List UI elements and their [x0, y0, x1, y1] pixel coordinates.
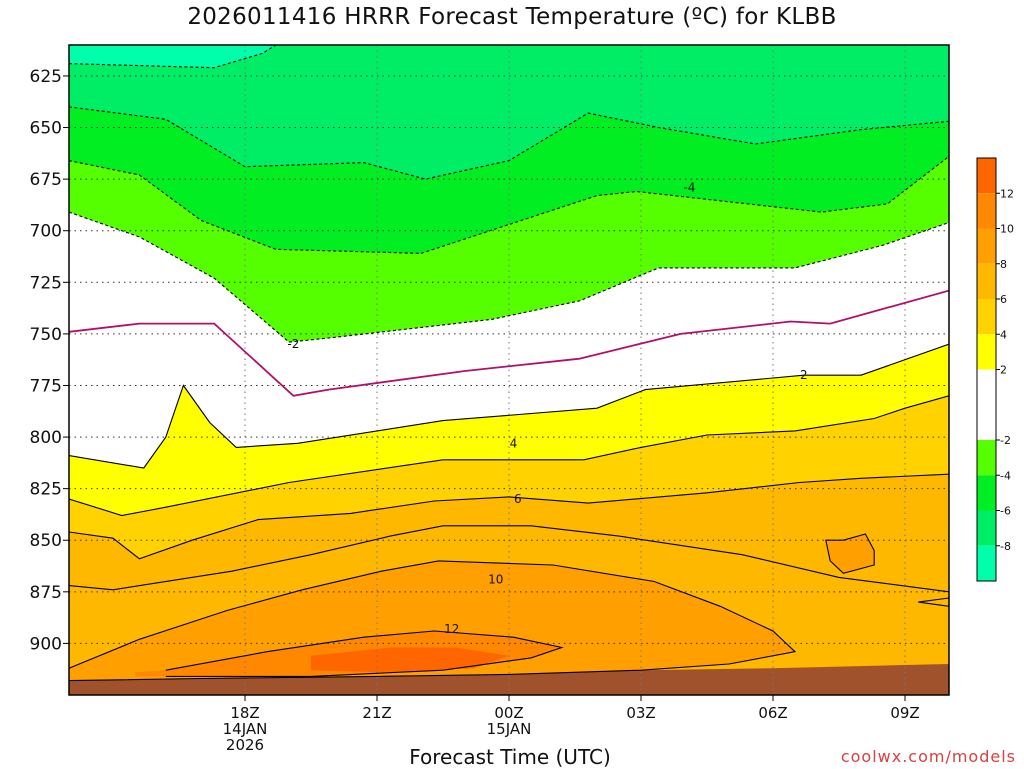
colorbar-label--4: -4	[1000, 469, 1011, 482]
colorbar-label-2: 2	[1000, 364, 1007, 377]
x-tick-label-18Z-2: 2026	[226, 736, 264, 754]
contour-line-0-4	[69, 289, 949, 397]
colorbar-label--2: -2	[1000, 434, 1011, 447]
contour-line--8-0	[69, 45, 277, 69]
contour-line-8-8	[69, 525, 949, 593]
x-tick-label-00Z-0: 00Z	[494, 704, 523, 722]
contour-line--2-3	[69, 211, 949, 343]
colorbar-label--8: -8	[1000, 540, 1011, 553]
warm-core-fill-2	[311, 647, 509, 673]
contour-line--6-1	[69, 106, 949, 180]
y-tick-label-850: 850	[30, 531, 62, 551]
y-tick-label-875: 875	[30, 583, 62, 603]
contour-line-8-10	[918, 597, 949, 607]
x-tick-label-09Z-0: 09Z	[890, 704, 919, 722]
colorbar-label-10: 10	[1000, 223, 1014, 236]
contour-label-4: 4	[510, 436, 518, 450]
colorbar-bin--4	[977, 440, 996, 476]
colorbar-bin-10	[977, 193, 996, 229]
colorbar-bin-6	[977, 263, 996, 299]
x-tick-label-18Z-1: 14JAN	[223, 720, 268, 738]
contour-label--2: -2	[287, 337, 299, 351]
warm-core-fill-0	[69, 560, 795, 681]
contour-line-2-5	[69, 343, 949, 469]
colorbar-label-12: 12	[1000, 187, 1014, 200]
y-tick-label-825: 825	[30, 480, 62, 500]
y-tick-label-675: 675	[30, 170, 62, 190]
contour-label--4: -4	[683, 180, 695, 194]
contour-line-10-11	[69, 560, 797, 682]
contour-label-12: 12	[444, 622, 459, 636]
colorbar-bin--8	[977, 510, 996, 546]
y-tick-label-800: 800	[30, 428, 62, 448]
colorbar-label-4: 4	[1000, 328, 1007, 341]
warm-core-fill-3	[825, 534, 875, 574]
contour-label-6: 6	[514, 492, 522, 506]
contour-line-8-9	[825, 533, 875, 574]
colorbar-label-8: 8	[1000, 258, 1007, 271]
ground-surface	[69, 664, 949, 695]
colorbar-bin-4	[977, 299, 996, 335]
colorbar-label--6: -6	[1000, 505, 1011, 518]
y-tick-label-725: 725	[30, 273, 62, 293]
credit-text: coolwx.com/models	[840, 747, 1016, 766]
y-tick-label-900: 900	[30, 634, 62, 654]
y-tick-label-775: 775	[30, 376, 62, 396]
colorbar-bin--2	[977, 369, 996, 440]
x-tick-label-00Z-1: 15JAN	[487, 720, 532, 738]
x-tick-label-18Z-0: 18Z	[230, 704, 259, 722]
x-tick-label-21Z-0: 21Z	[362, 704, 391, 722]
y-tick-label-750: 750	[30, 325, 62, 345]
x-axis-title: Forecast Time (UTC)	[409, 745, 611, 769]
y-tick-label-650: 650	[30, 119, 62, 139]
colorbar-label-6: 6	[1000, 293, 1007, 306]
colorbar-bin-2	[977, 334, 996, 370]
chart-title: 2026011416 HRRR Forecast Temperature (ºC…	[187, 4, 837, 30]
colorbar-bin--10	[977, 545, 996, 581]
colorbar-bin--6	[977, 475, 996, 511]
contour-label-2: 2	[800, 368, 808, 382]
x-tick-label-06Z-0: 06Z	[758, 704, 787, 722]
contour-line--4-2	[69, 155, 949, 254]
contour-line-4-6	[69, 395, 949, 517]
colorbar-bin-8	[977, 228, 996, 264]
contour-line-12-12	[165, 630, 564, 677]
contour-line-6-7	[69, 473, 949, 560]
y-tick-label-625: 625	[30, 67, 62, 87]
colorbar-bin-12	[977, 158, 996, 194]
y-tick-label-700: 700	[30, 222, 62, 242]
contour-label-10: 10	[488, 572, 503, 586]
x-tick-label-03Z-0: 03Z	[626, 704, 655, 722]
